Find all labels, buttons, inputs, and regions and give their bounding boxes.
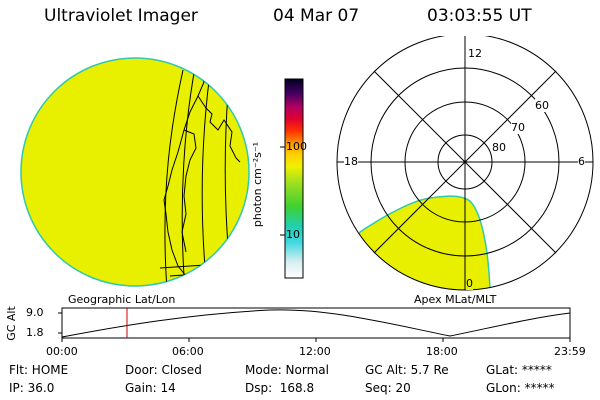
auroral-oval-region (337, 195, 491, 290)
mlat-label-60: 60 (535, 99, 549, 112)
altitude-curve (61, 309, 571, 338)
dsp-status: Dsp: 168.8 (245, 381, 315, 395)
coastline (163, 65, 241, 277)
mlt-label-18: 18 (344, 155, 358, 168)
gain-status: Gain: 14 (125, 381, 176, 395)
colorbar-unit-label: photon cm⁻²s⁻¹ (251, 141, 265, 228)
mlat-label-70: 70 (511, 121, 525, 134)
ip-status: IP: 36.0 (9, 381, 55, 395)
mlt-label-0: 0 (466, 277, 473, 290)
time-tick-2359: 23:59 (554, 345, 586, 358)
colorbar-tick-100: 100 (286, 140, 307, 153)
mlt-label-6: 6 (578, 155, 585, 168)
date-label: 04 Mar 07 (273, 6, 360, 26)
altitude-ytick-bottom: 1.8 (26, 326, 44, 339)
color-scale (284, 78, 304, 279)
altitude-strip (58, 307, 571, 342)
altitude-ytick-top: 9.0 (26, 306, 44, 319)
glat-status: GLat: ***** (486, 363, 552, 377)
filter-status: Flt: HOME (9, 363, 69, 377)
time-tick-0600: 06:00 (172, 345, 204, 358)
instrument-title: Ultraviolet Imager (44, 6, 198, 26)
geographic-map (20, 57, 250, 287)
glon-status: GLon: ***** (486, 381, 555, 395)
geographic-caption: Geographic Lat/Lon (68, 293, 176, 306)
uv-image-disk (20, 57, 250, 287)
altitude-ylabel: GC Alt (4, 306, 18, 341)
seq-status: Seq: 20 (365, 381, 411, 395)
colorbar-tick-10: 10 (286, 228, 300, 241)
time-tick-0000: 00:00 (46, 345, 78, 358)
color-bar (280, 78, 304, 279)
mode-status: Mode: Normal (245, 363, 329, 377)
altitude-frame (61, 307, 571, 339)
apex-caption: Apex MLat/MLT (414, 293, 497, 306)
time-label: 03:03:55 UT (427, 6, 532, 26)
mlt-label-12: 12 (468, 47, 482, 60)
time-tick-1200: 12:00 (299, 345, 331, 358)
gc-alt-status: GC Alt: 5.7 Re (365, 363, 449, 377)
door-status: Door: Closed (125, 363, 202, 377)
polar-plot (336, 36, 594, 291)
mlat-label-80: 80 (492, 141, 506, 154)
polar-grid (336, 36, 594, 291)
time-tick-1800: 18:00 (426, 345, 458, 358)
